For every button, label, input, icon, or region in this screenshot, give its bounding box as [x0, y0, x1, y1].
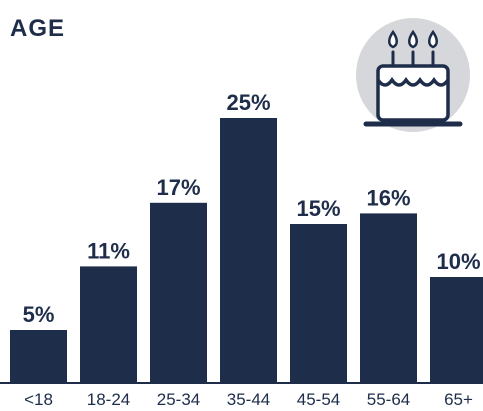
x-tick-label: 55-64: [367, 390, 410, 409]
birthday-cake-icon: [356, 18, 470, 132]
x-tick-label: 65+: [444, 390, 473, 409]
bar-18-24: [80, 266, 137, 383]
data-label: 15%: [296, 196, 340, 221]
chart-title: AGE: [10, 15, 66, 42]
x-tick-label: <18: [24, 390, 53, 409]
data-label: 16%: [366, 185, 410, 210]
bar-65+: [430, 277, 483, 383]
bar-55-64: [360, 213, 417, 383]
x-tick-label: 35-44: [227, 390, 270, 409]
bar-<18: [10, 330, 67, 383]
data-label: 25%: [226, 90, 270, 115]
bar-25-34: [150, 202, 207, 383]
data-label: 11%: [87, 238, 130, 263]
x-tick-label: 25-34: [157, 390, 200, 409]
data-label: 5%: [23, 302, 55, 327]
x-tick-label: 18-24: [87, 390, 130, 409]
data-label: 10%: [436, 249, 480, 274]
bar-35-44: [220, 118, 277, 383]
bar-45-54: [290, 224, 347, 383]
data-label: 17%: [156, 175, 200, 200]
x-tick-label: 45-54: [297, 390, 340, 409]
